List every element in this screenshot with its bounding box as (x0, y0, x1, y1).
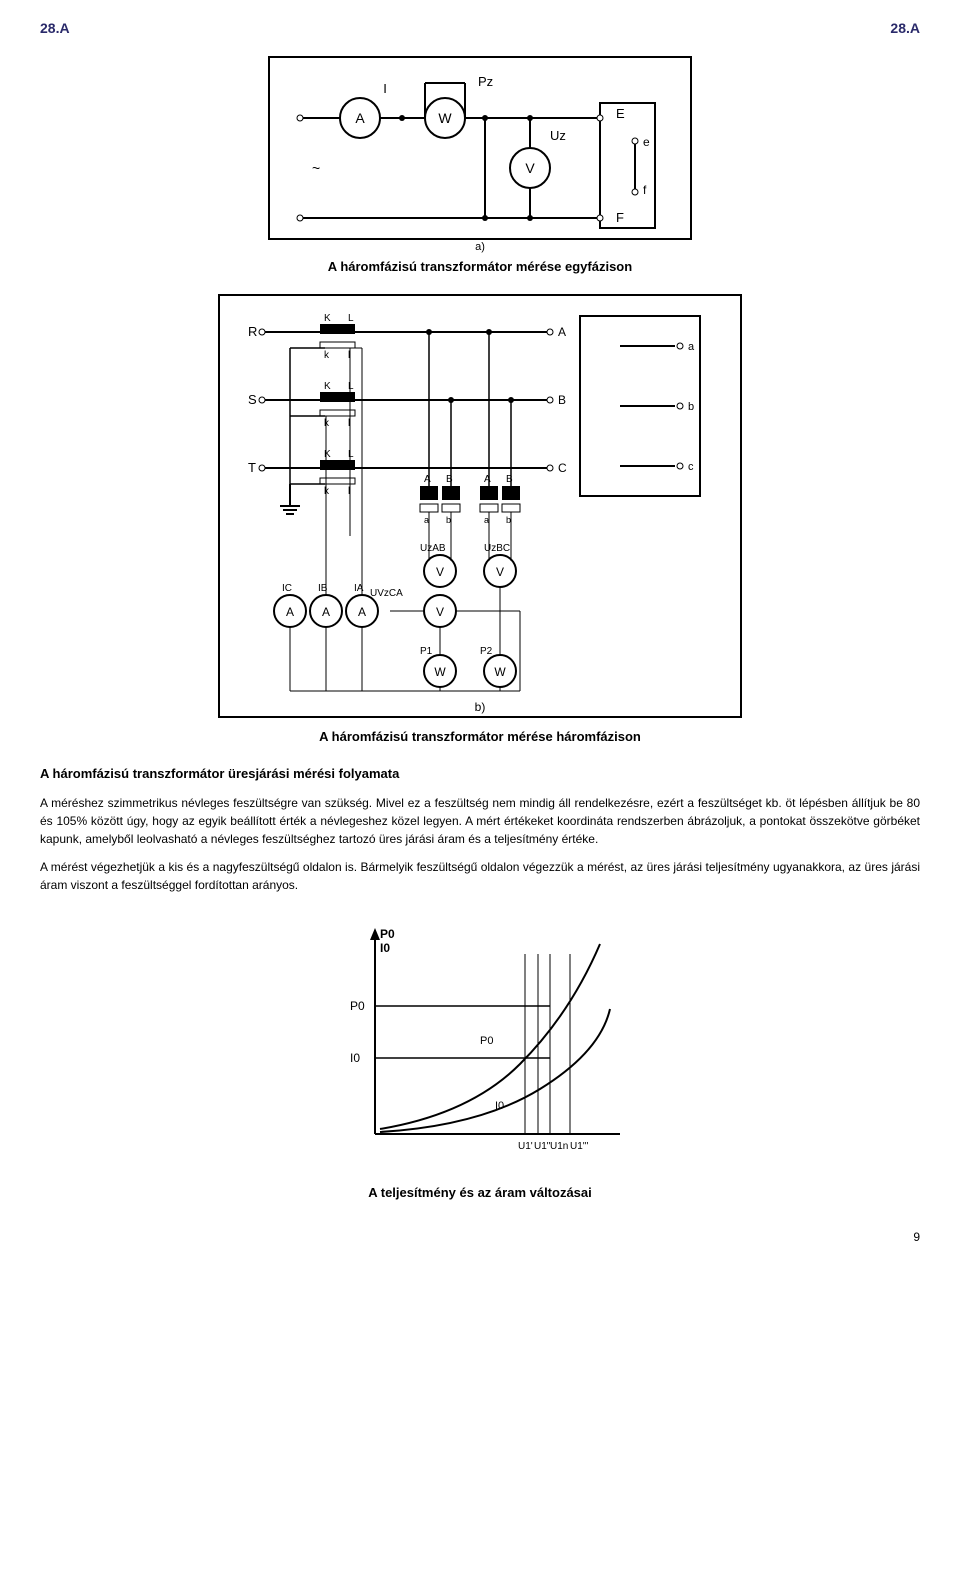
T-k: k (324, 486, 330, 497)
sec-B: B (558, 393, 566, 407)
svg-text:V: V (436, 565, 444, 579)
label-P1: P1 (420, 646, 433, 657)
meter-W: W (438, 110, 452, 126)
svg-text:V: V (436, 605, 444, 619)
diagram-c-caption: A teljesítmény és az áram változásai (40, 1185, 920, 1200)
diagram-b-container: R K L k l A S K L k l B T K L k l C a b … (40, 294, 920, 744)
label-Uzab: UzAB (420, 543, 446, 554)
circuit-diagram-b: R K L k l A S K L k l B T K L k l C a b … (218, 294, 742, 718)
svg-text:b: b (506, 515, 511, 525)
xlab-U1b: U1" (534, 1141, 551, 1152)
curve-I0: I0 (495, 1100, 504, 1112)
R-K: K (324, 313, 331, 324)
ylab-P0: P0 (380, 927, 395, 941)
svg-text:W: W (494, 665, 506, 679)
diagram-c-container: P0 I0 P0 I0 P0 I0 U1' U1" U1n U1'" A tel… (40, 914, 920, 1200)
header-left: 28.A (40, 20, 70, 36)
sec-c: c (688, 461, 694, 473)
label-Uvzca: UVzCA (370, 588, 403, 599)
label-F: F (616, 210, 624, 225)
R-k: k (324, 350, 330, 361)
diagram-a-sub: a) (40, 241, 920, 253)
meter-V: V (525, 160, 535, 176)
label-E: E (616, 106, 625, 121)
phase-T: T (248, 460, 256, 475)
S-k: k (324, 418, 330, 429)
label-I: I (383, 81, 387, 96)
S-L: L (348, 381, 354, 392)
T-K: K (324, 449, 331, 460)
diagram-a-container: A I W Pz Uz V ~ E F e f a) A háromfázisú… (40, 56, 920, 274)
section-title: A háromfázisú transzformátor üresjárási … (40, 764, 920, 784)
diagram-b-caption: A háromfázisú transzformátor mérése háro… (40, 729, 920, 744)
phase-R: R (248, 324, 257, 339)
page-header: 28.A 28.A (40, 20, 920, 36)
S-K: K (324, 381, 331, 392)
ylab-I0: I0 (380, 941, 390, 955)
svg-text:B: B (506, 474, 513, 485)
header-right: 28.A (890, 20, 920, 36)
sec-C: C (558, 461, 567, 475)
R-L: L (348, 313, 354, 324)
diagram-a-caption: A háromfázisú transzformátor mérése egyf… (40, 259, 920, 274)
svg-text:A: A (286, 605, 294, 619)
svg-text:a: a (424, 515, 429, 525)
mark-P0: P0 (350, 999, 365, 1013)
svg-text:b: b (446, 515, 451, 525)
svg-text:A: A (358, 605, 366, 619)
label-f: f (643, 183, 647, 197)
curve-P0: P0 (480, 1035, 493, 1047)
T-L: L (348, 449, 354, 460)
label-Pz: Pz (478, 74, 493, 89)
svg-text:W: W (434, 665, 446, 679)
xlab-U1n: U1n (550, 1141, 568, 1152)
meter-A: A (355, 110, 365, 126)
paragraph-1: A méréshez szimmetrikus névleges feszült… (40, 794, 920, 848)
svg-text:A: A (424, 474, 431, 485)
paragraph-2: A mérést végezhetjük a kis és a nagyfesz… (40, 858, 920, 894)
diagram-b-sub: b) (475, 700, 486, 714)
svg-text:a: a (484, 515, 489, 525)
label-Uzbc: UzBC (484, 543, 510, 554)
label-P2: P2 (480, 646, 493, 657)
label-e: e (643, 135, 650, 149)
sec-A: A (558, 325, 566, 339)
svg-text:A: A (484, 474, 491, 485)
label-tilde: ~ (312, 160, 320, 176)
svg-text:V: V (496, 565, 504, 579)
phase-S: S (248, 392, 257, 407)
circuit-diagram-a: A I W Pz Uz V ~ E F e f (268, 56, 692, 240)
label-Ic: IC (282, 583, 292, 594)
svg-text:A: A (322, 605, 330, 619)
mark-I0: I0 (350, 1051, 360, 1065)
sec-b: b (688, 401, 694, 413)
xlab-U1a: U1' (518, 1141, 533, 1152)
xlab-U1c: U1'" (570, 1141, 589, 1152)
sec-a: a (688, 341, 695, 353)
curve-diagram: P0 I0 P0 I0 P0 I0 U1' U1" U1n U1'" (320, 914, 640, 1174)
label-Uz: Uz (550, 128, 566, 143)
page-number: 9 (40, 1230, 920, 1244)
svg-text:B: B (446, 474, 453, 485)
